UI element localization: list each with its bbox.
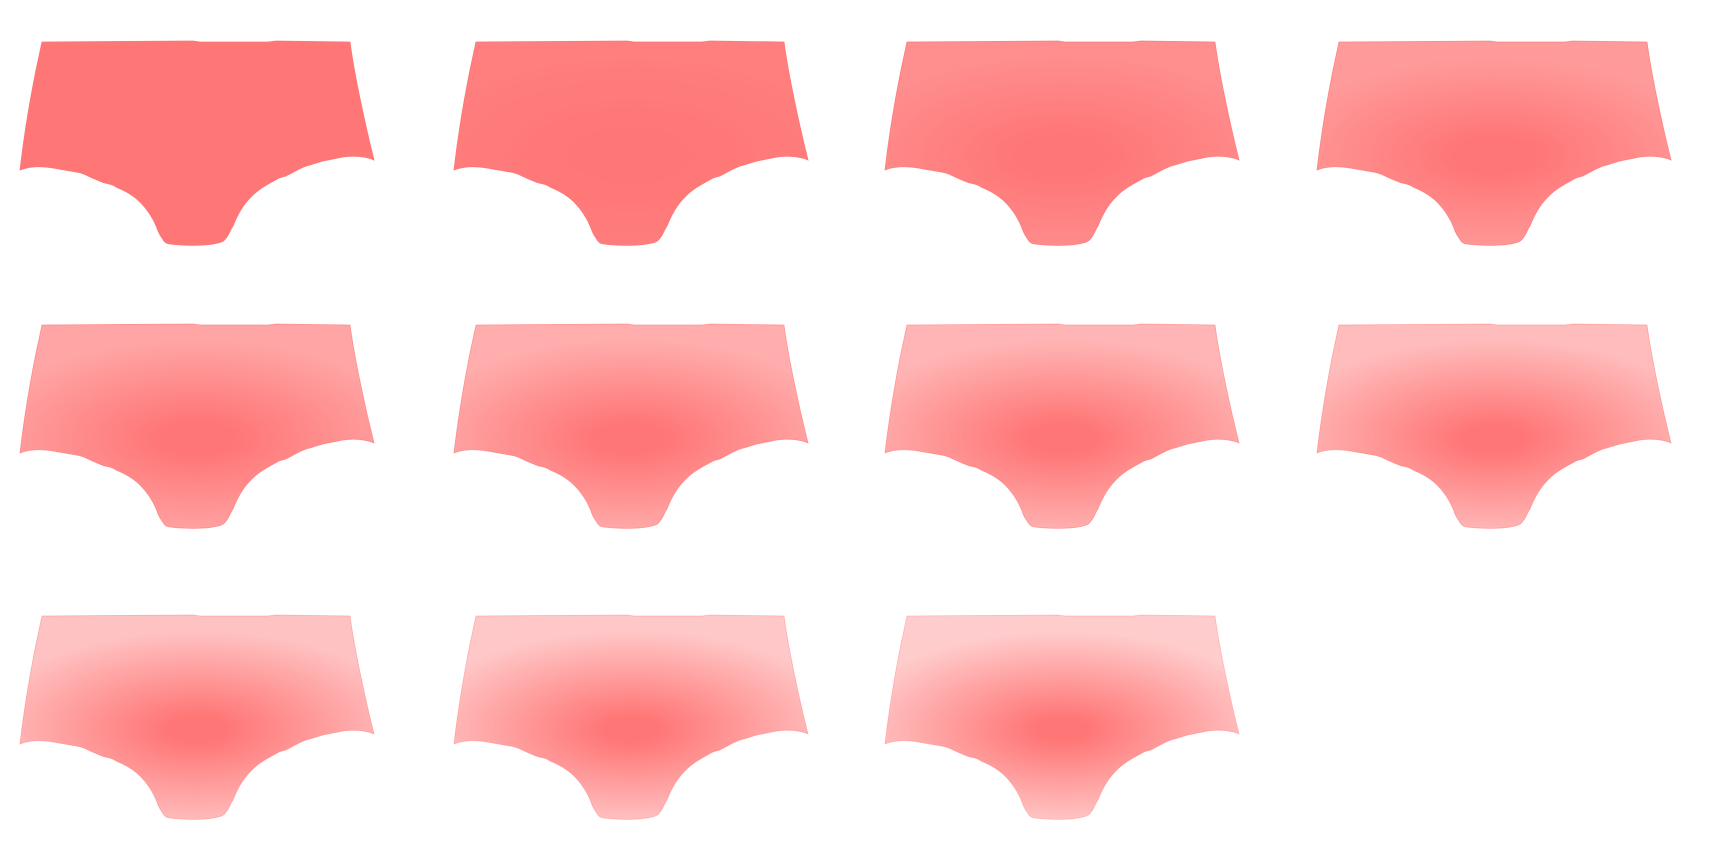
- brief-tile: [18, 323, 418, 533]
- brief-tile: [883, 614, 1283, 824]
- brief-shape: [19, 614, 375, 820]
- brief-shape: [884, 40, 1240, 246]
- brief-shape: [1316, 323, 1672, 529]
- brief-icon: [453, 40, 809, 246]
- brief-shape: [453, 614, 809, 820]
- brief-icon: [453, 323, 809, 529]
- brief-shape: [19, 40, 375, 246]
- brief-shape: [1316, 40, 1672, 246]
- brief-tile: [18, 614, 418, 824]
- brief-icon: [884, 323, 1240, 529]
- brief-tile: [452, 40, 852, 250]
- brief-shape: [884, 323, 1240, 529]
- brief-tile: [452, 323, 852, 533]
- brief-icon: [19, 323, 375, 529]
- brief-tile: [1315, 323, 1715, 533]
- brief-tile: [18, 40, 418, 250]
- brief-icon: [19, 40, 375, 246]
- brief-tile: [1315, 40, 1715, 250]
- brief-icon: [884, 614, 1240, 820]
- brief-shape: [884, 614, 1240, 820]
- brief-shape: [453, 40, 809, 246]
- brief-shape: [453, 323, 809, 529]
- brief-tile: [883, 323, 1283, 533]
- brief-icon: [1316, 40, 1672, 246]
- brief-icon: [19, 614, 375, 820]
- brief-icon: [884, 40, 1240, 246]
- brief-icon: [1316, 323, 1672, 529]
- brief-tile: [452, 614, 852, 824]
- brief-tile: [883, 40, 1283, 250]
- brief-icon: [453, 614, 809, 820]
- brief-shape: [19, 323, 375, 529]
